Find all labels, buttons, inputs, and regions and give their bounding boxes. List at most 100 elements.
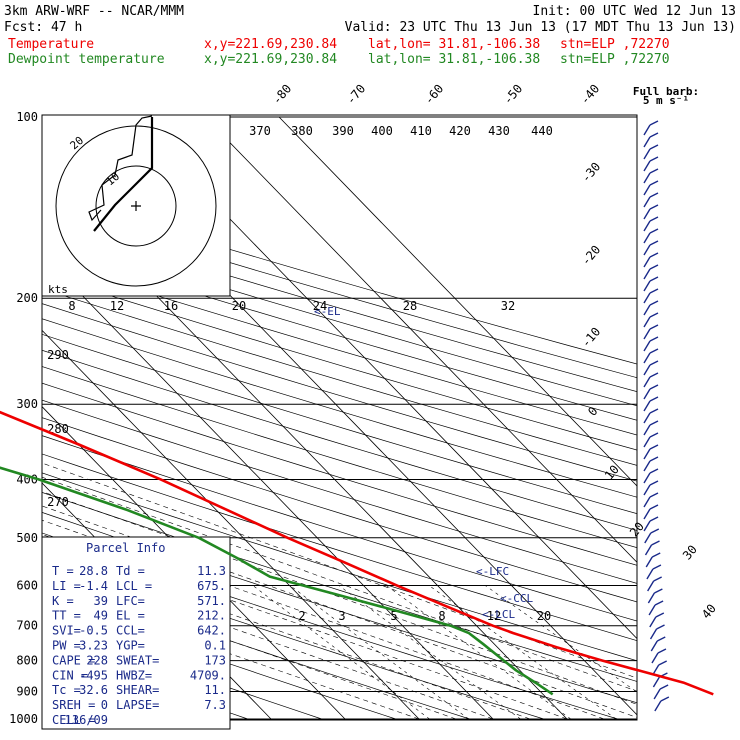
wind-barb-flag	[643, 256, 651, 268]
isotherm-tick-label: -30	[579, 160, 604, 186]
parcel-info-key: PW =	[52, 639, 81, 653]
wind-barb-shaft	[649, 204, 659, 210]
parcel-info-key: LFC=	[116, 594, 145, 608]
dry-adiabat	[42, 333, 637, 515]
dry-adiabat	[42, 245, 637, 421]
parcel-info-value: -495	[79, 668, 108, 682]
isotherm-tick-label: 0	[585, 404, 600, 419]
wind-barb-flag	[643, 364, 651, 376]
wind-barb-shaft	[649, 348, 659, 354]
wind-barb-flag	[649, 616, 657, 628]
wind-barb-flag	[643, 268, 651, 280]
mixing-ratio-label: 3	[338, 609, 345, 623]
wind-barb-flag	[643, 352, 651, 364]
parcel-info-value: 173	[204, 653, 226, 667]
mixing-ratio-label: 5	[390, 609, 397, 623]
wind-barb-shaft	[649, 192, 659, 198]
dewpoint-legend: Dewpoint temperature	[8, 52, 165, 67]
wind-barb-flag	[643, 220, 651, 232]
parcel-info-key: CAPE =	[52, 653, 95, 667]
wind-barb-flag	[643, 244, 651, 256]
hodograph-trace-upper	[93, 117, 154, 232]
parcel-info-key: HWBZ=	[116, 668, 152, 682]
mixing-ratio-line	[289, 585, 469, 720]
parcel-info-value: 0	[101, 698, 108, 712]
moist-adiabat	[42, 547, 531, 720]
dry-adiabat	[42, 231, 637, 407]
parcel-info-value: -0.5	[79, 624, 108, 638]
theta-tick-label: 410	[410, 124, 432, 138]
theta-tick-label: 430	[488, 124, 510, 138]
kts-tick-label: 32	[501, 299, 515, 313]
wind-barb-flag	[643, 448, 651, 460]
wind-barb-flag	[643, 184, 651, 196]
isotherm-tick-label: -50	[501, 82, 526, 108]
mixing-ratio-label: 8	[438, 609, 445, 623]
wind-barb-shaft	[649, 120, 659, 126]
wind-barb-flag	[643, 292, 651, 304]
wind-barb-flag	[644, 532, 652, 544]
wind-barb-flag	[644, 544, 653, 556]
theta-tick-label: 420	[449, 124, 471, 138]
parcel-info-key: SREH =	[52, 698, 95, 712]
init-time: Init: 00 UTC Wed 12 Jun 13	[533, 4, 737, 19]
barb-legend-unit: 5 m s⁻¹	[643, 94, 689, 107]
wind-barb-flag	[643, 340, 651, 352]
dry-adiabat	[42, 303, 637, 482]
wind-barb-shaft	[657, 648, 667, 654]
wind-barb-shaft	[649, 468, 659, 474]
wind-barb-flag	[643, 484, 651, 496]
dry-adiabat	[42, 288, 637, 466]
parcel-info-value: 39	[94, 594, 108, 608]
barb-legend-title: Full barb:	[633, 85, 699, 98]
wind-barb-flag	[643, 376, 651, 388]
wind-barbs	[643, 120, 670, 712]
wind-barb-flag	[646, 568, 654, 580]
parcel-markers: <-LFC <-CCL <-LCL <-EL	[314, 305, 533, 621]
pressure-tick-label: 400	[16, 472, 38, 486]
wind-barb-flag	[650, 640, 658, 652]
pressure-tick-label: 200	[16, 291, 38, 305]
kts-tick-label: 20	[232, 299, 246, 313]
wind-barb-flag	[649, 628, 658, 640]
theta-tick-label: 390	[332, 124, 354, 138]
parcel-info-value: 228	[86, 653, 108, 667]
parcel-info-key: CCL=	[116, 624, 145, 638]
wind-barb-shaft	[656, 636, 666, 642]
wind-barb-flag	[643, 160, 651, 172]
temperature-line	[0, 410, 714, 696]
pressure-tick-label: 1000	[9, 712, 38, 726]
dewpoint-stn: stn=ELP ,72270	[560, 52, 670, 67]
wind-barb-flag	[651, 652, 659, 664]
parcel-info-panel	[41, 536, 231, 730]
wind-barb-shaft	[649, 372, 659, 378]
pressure-tick-label: 100	[16, 110, 38, 124]
moist-adiabat	[42, 534, 568, 720]
theta-left-label: 290	[47, 348, 69, 362]
parcel-info-value: 4709.	[190, 668, 226, 682]
wind-barb-flag	[653, 688, 661, 700]
pressure-tick-label: 300	[16, 397, 38, 411]
isotherm-tick-label: -70	[344, 82, 369, 108]
dry-adiabat	[42, 259, 637, 436]
wind-barb-flag	[643, 508, 651, 520]
dry-adiabat	[42, 435, 637, 622]
wind-barb-shaft	[649, 288, 659, 294]
wind-barb-shaft	[656, 624, 665, 630]
wind-barb-flag	[643, 424, 651, 436]
temperature-latlon: lat,lon= 31.81,-106.38	[368, 37, 540, 52]
isotherm-tick-label: 30	[680, 542, 700, 562]
parcel-info-value: 32.6	[79, 683, 108, 697]
wind-barb-flag	[654, 700, 662, 712]
parcel-marker: <-CCL	[500, 592, 533, 605]
dry-adiabat	[42, 491, 637, 682]
kts-tick-label: 12	[110, 299, 124, 313]
parcel-marker: <-LCL	[482, 608, 515, 621]
wind-barb-flag	[643, 388, 651, 400]
wind-barb-flag	[643, 328, 651, 340]
wind-barb-flag	[647, 580, 655, 592]
wind-barb-shaft	[649, 396, 659, 402]
parcel-info-value: 3.23	[79, 639, 108, 653]
mixing-ratio-label: 2	[298, 609, 305, 623]
